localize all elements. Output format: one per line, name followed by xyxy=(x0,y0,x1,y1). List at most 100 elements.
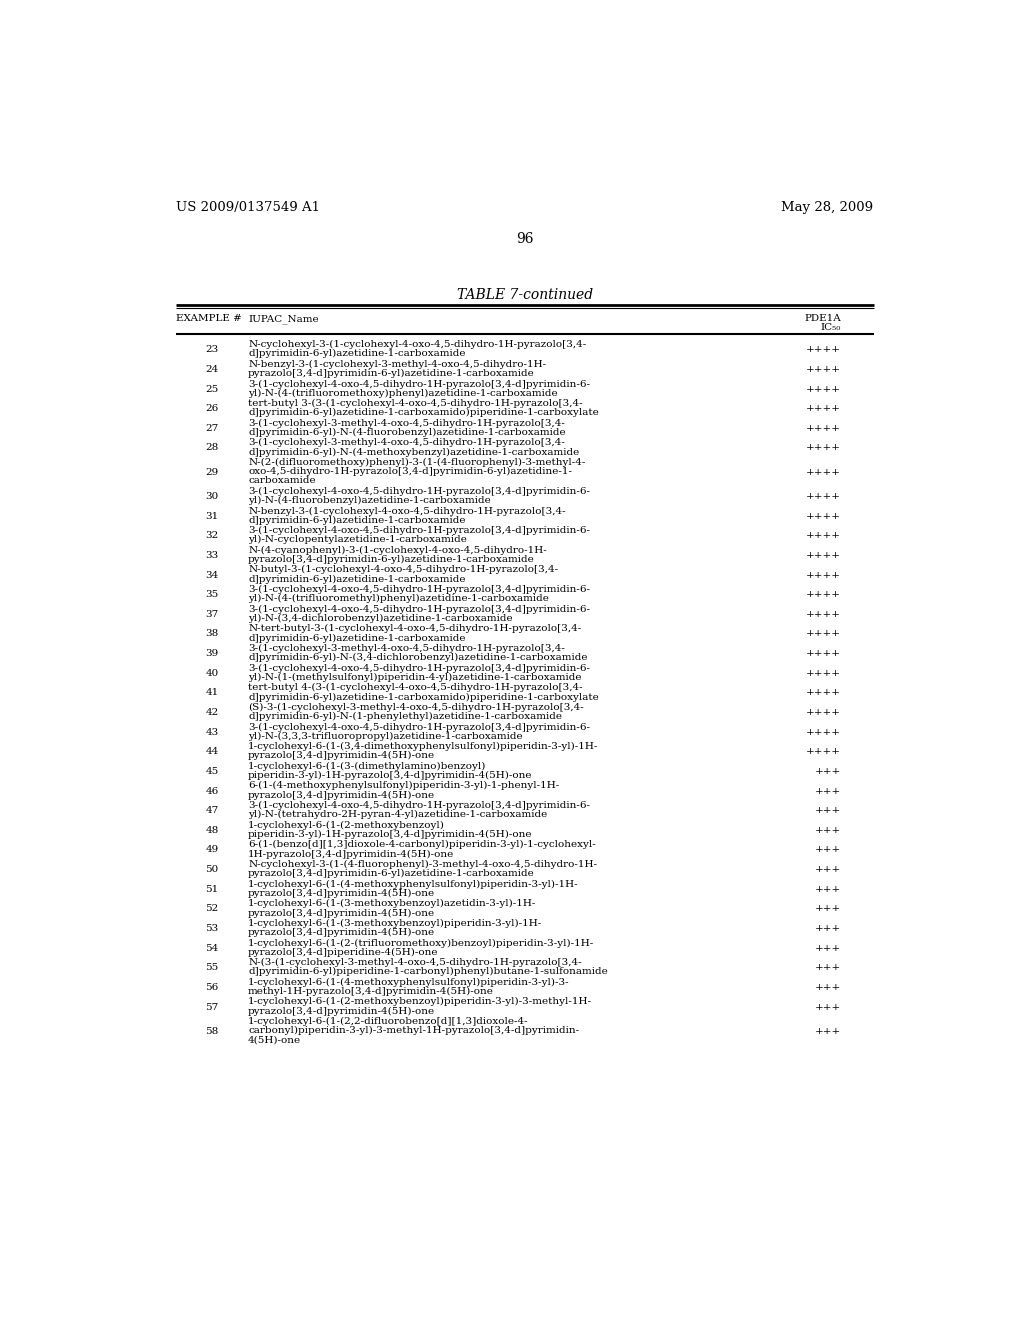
Text: +++: +++ xyxy=(815,787,841,796)
Text: +++: +++ xyxy=(815,845,841,854)
Text: 3-(1-cyclohexyl-4-oxo-4,5-dihydro-1H-pyrazolo[3,4-d]pyrimidin-6-: 3-(1-cyclohexyl-4-oxo-4,5-dihydro-1H-pyr… xyxy=(248,801,590,810)
Text: d]pyrimidin-6-yl)piperidine-1-carbonyl)phenyl)butane-1-sulfonamide: d]pyrimidin-6-yl)piperidine-1-carbonyl)p… xyxy=(248,968,608,977)
Text: +++: +++ xyxy=(815,944,841,953)
Text: ++++: ++++ xyxy=(806,610,841,619)
Text: ++++: ++++ xyxy=(806,669,841,677)
Text: 25: 25 xyxy=(206,384,219,393)
Text: yl)-N-cyclopentylazetidine-1-carboxamide: yl)-N-cyclopentylazetidine-1-carboxamide xyxy=(248,536,467,544)
Text: N-benzyl-3-(1-cyclohexyl-3-methyl-4-oxo-4,5-dihydro-1H-: N-benzyl-3-(1-cyclohexyl-3-methyl-4-oxo-… xyxy=(248,360,546,368)
Text: 1H-pyrazolo[3,4-d]pyrimidin-4(5H)-one: 1H-pyrazolo[3,4-d]pyrimidin-4(5H)-one xyxy=(248,850,455,858)
Text: 42: 42 xyxy=(206,708,219,717)
Text: 35: 35 xyxy=(206,590,219,599)
Text: 34: 34 xyxy=(206,570,219,579)
Text: oxo-4,5-dihydro-1H-pyrazolo[3,4-d]pyrimidin-6-yl)azetidine-1-: oxo-4,5-dihydro-1H-pyrazolo[3,4-d]pyrimi… xyxy=(248,467,572,477)
Text: ++++: ++++ xyxy=(806,346,841,354)
Text: 1-cyclohexyl-6-(1-(2,2-difluorobenzo[d][1,3]dioxole-4-: 1-cyclohexyl-6-(1-(2,2-difluorobenzo[d][… xyxy=(248,1016,528,1026)
Text: N-(4-cyanophenyl)-3-(1-cyclohexyl-4-oxo-4,5-dihydro-1H-: N-(4-cyanophenyl)-3-(1-cyclohexyl-4-oxo-… xyxy=(248,545,547,554)
Text: ++++: ++++ xyxy=(806,550,841,560)
Text: ++++: ++++ xyxy=(806,531,841,540)
Text: +++: +++ xyxy=(815,865,841,874)
Text: ++++: ++++ xyxy=(806,590,841,599)
Text: May 28, 2009: May 28, 2009 xyxy=(781,201,873,214)
Text: 96: 96 xyxy=(516,231,534,246)
Text: 24: 24 xyxy=(206,364,219,374)
Text: 50: 50 xyxy=(206,865,219,874)
Text: 33: 33 xyxy=(206,550,219,560)
Text: 48: 48 xyxy=(206,826,219,834)
Text: 52: 52 xyxy=(206,904,219,913)
Text: pyrazolo[3,4-d]piperidine-4(5H)-one: pyrazolo[3,4-d]piperidine-4(5H)-one xyxy=(248,948,438,957)
Text: +++: +++ xyxy=(815,767,841,776)
Text: 1-cyclohexyl-6-(1-(4-methoxyphenylsulfonyl)piperidin-3-yl)-1H-: 1-cyclohexyl-6-(1-(4-methoxyphenylsulfon… xyxy=(248,879,579,888)
Text: 40: 40 xyxy=(206,669,219,677)
Text: 30: 30 xyxy=(206,492,219,502)
Text: 3-(1-cyclohexyl-4-oxo-4,5-dihydro-1H-pyrazolo[3,4-d]pyrimidin-6-: 3-(1-cyclohexyl-4-oxo-4,5-dihydro-1H-pyr… xyxy=(248,722,590,731)
Text: +++: +++ xyxy=(815,964,841,973)
Text: 6-(1-(4-methoxyphenylsulfonyl)piperidin-3-yl)-1-phenyl-1H-: 6-(1-(4-methoxyphenylsulfonyl)piperidin-… xyxy=(248,781,559,791)
Text: pyrazolo[3,4-d]pyrimidin-4(5H)-one: pyrazolo[3,4-d]pyrimidin-4(5H)-one xyxy=(248,928,435,937)
Text: pyrazolo[3,4-d]pyrimidin-6-yl)azetidine-1-carboxamide: pyrazolo[3,4-d]pyrimidin-6-yl)azetidine-… xyxy=(248,869,535,878)
Text: ++++: ++++ xyxy=(806,570,841,579)
Text: 3-(1-cyclohexyl-4-oxo-4,5-dihydro-1H-pyrazolo[3,4-d]pyrimidin-6-: 3-(1-cyclohexyl-4-oxo-4,5-dihydro-1H-pyr… xyxy=(248,379,590,388)
Text: piperidin-3-yl)-1H-pyrazolo[3,4-d]pyrimidin-4(5H)-one: piperidin-3-yl)-1H-pyrazolo[3,4-d]pyrimi… xyxy=(248,771,532,780)
Text: 32: 32 xyxy=(206,531,219,540)
Text: ++++: ++++ xyxy=(806,688,841,697)
Text: ++++: ++++ xyxy=(806,424,841,433)
Text: N-cyclohexyl-3-(1-(4-fluorophenyl)-3-methyl-4-oxo-4,5-dihydro-1H-: N-cyclohexyl-3-(1-(4-fluorophenyl)-3-met… xyxy=(248,859,597,869)
Text: ++++: ++++ xyxy=(806,364,841,374)
Text: ++++: ++++ xyxy=(806,630,841,639)
Text: TABLE 7-continued: TABLE 7-continued xyxy=(457,288,593,302)
Text: +++: +++ xyxy=(815,826,841,834)
Text: 45: 45 xyxy=(206,767,219,776)
Text: 1-cyclohexyl-6-(1-(3-methoxybenzoyl)azetidin-3-yl)-1H-: 1-cyclohexyl-6-(1-(3-methoxybenzoyl)azet… xyxy=(248,899,537,908)
Text: carbonyl)piperidin-3-yl)-3-methyl-1H-pyrazolo[3,4-d]pyrimidin-: carbonyl)piperidin-3-yl)-3-methyl-1H-pyr… xyxy=(248,1026,580,1035)
Text: piperidin-3-yl)-1H-pyrazolo[3,4-d]pyrimidin-4(5H)-one: piperidin-3-yl)-1H-pyrazolo[3,4-d]pyrimi… xyxy=(248,830,532,840)
Text: 27: 27 xyxy=(206,424,219,433)
Text: pyrazolo[3,4-d]pyrimidin-4(5H)-one: pyrazolo[3,4-d]pyrimidin-4(5H)-one xyxy=(248,908,435,917)
Text: 51: 51 xyxy=(206,884,219,894)
Text: d]pyrimidin-6-yl)azetidine-1-carboxamide: d]pyrimidin-6-yl)azetidine-1-carboxamide xyxy=(248,574,466,583)
Text: 3-(1-cyclohexyl-4-oxo-4,5-dihydro-1H-pyrazolo[3,4-d]pyrimidin-6-: 3-(1-cyclohexyl-4-oxo-4,5-dihydro-1H-pyr… xyxy=(248,664,590,673)
Text: +++: +++ xyxy=(815,1002,841,1011)
Text: pyrazolo[3,4-d]pyrimidin-4(5H)-one: pyrazolo[3,4-d]pyrimidin-4(5H)-one xyxy=(248,888,435,898)
Text: yl)-N-(4-(trifluoromethyl)phenyl)azetidine-1-carboxamide: yl)-N-(4-(trifluoromethyl)phenyl)azetidi… xyxy=(248,594,549,603)
Text: yl)-N-(3,3,3-trifluoropropyl)azetidine-1-carboxamide: yl)-N-(3,3,3-trifluoropropyl)azetidine-1… xyxy=(248,731,522,741)
Text: yl)-N-(4-(trifluoromethoxy)phenyl)azetidine-1-carboxamide: yl)-N-(4-(trifluoromethoxy)phenyl)azetid… xyxy=(248,388,558,397)
Text: 1-cyclohexyl-6-(1-(4-methoxyphenylsulfonyl)piperidin-3-yl)-3-: 1-cyclohexyl-6-(1-(4-methoxyphenylsulfon… xyxy=(248,978,569,987)
Text: ++++: ++++ xyxy=(806,444,841,453)
Text: 3-(1-cyclohexyl-3-methyl-4-oxo-4,5-dihydro-1H-pyrazolo[3,4-: 3-(1-cyclohexyl-3-methyl-4-oxo-4,5-dihyd… xyxy=(248,644,565,653)
Text: ++++: ++++ xyxy=(806,404,841,413)
Text: 37: 37 xyxy=(206,610,219,619)
Text: pyrazolo[3,4-d]pyrimidin-6-yl)azetidine-1-carboxamide: pyrazolo[3,4-d]pyrimidin-6-yl)azetidine-… xyxy=(248,554,535,564)
Text: +++: +++ xyxy=(815,884,841,894)
Text: methyl-1H-pyrazolo[3,4-d]pyrimidin-4(5H)-one: methyl-1H-pyrazolo[3,4-d]pyrimidin-4(5H)… xyxy=(248,987,494,997)
Text: +++: +++ xyxy=(815,904,841,913)
Text: d]pyrimidin-6-yl)-N-(1-phenylethyl)azetidine-1-carboxamide: d]pyrimidin-6-yl)-N-(1-phenylethyl)azeti… xyxy=(248,711,562,721)
Text: ++++: ++++ xyxy=(806,492,841,502)
Text: 6-(1-(benzo[d][1,3]dioxole-4-carbonyl)piperidin-3-yl)-1-cyclohexyl-: 6-(1-(benzo[d][1,3]dioxole-4-carbonyl)pi… xyxy=(248,841,596,849)
Text: pyrazolo[3,4-d]pyrimidin-6-yl)azetidine-1-carboxamide: pyrazolo[3,4-d]pyrimidin-6-yl)azetidine-… xyxy=(248,370,535,378)
Text: N-tert-butyl-3-(1-cyclohexyl-4-oxo-4,5-dihydro-1H-pyrazolo[3,4-: N-tert-butyl-3-(1-cyclohexyl-4-oxo-4,5-d… xyxy=(248,624,582,634)
Text: 1-cyclohexyl-6-(1-(3-(dimethylamino)benzoyl): 1-cyclohexyl-6-(1-(3-(dimethylamino)benz… xyxy=(248,762,486,771)
Text: (S)-3-(1-cyclohexyl-3-methyl-4-oxo-4,5-dihydro-1H-pyrazolo[3,4-: (S)-3-(1-cyclohexyl-3-methyl-4-oxo-4,5-d… xyxy=(248,702,584,711)
Text: N-(2-(difluoromethoxy)phenyl)-3-(1-(4-fluorophenyl)-3-methyl-4-: N-(2-(difluoromethoxy)phenyl)-3-(1-(4-fl… xyxy=(248,458,586,467)
Text: 28: 28 xyxy=(206,444,219,453)
Text: 31: 31 xyxy=(206,512,219,520)
Text: ++++: ++++ xyxy=(806,649,841,659)
Text: 3-(1-cyclohexyl-4-oxo-4,5-dihydro-1H-pyrazolo[3,4-d]pyrimidin-6-: 3-(1-cyclohexyl-4-oxo-4,5-dihydro-1H-pyr… xyxy=(248,527,590,535)
Text: ++++: ++++ xyxy=(806,708,841,717)
Text: 1-cyclohexyl-6-(1-(2-methoxybenzoyl): 1-cyclohexyl-6-(1-(2-methoxybenzoyl) xyxy=(248,821,445,830)
Text: d]pyrimidin-6-yl)azetidine-1-carboxamido)piperidine-1-carboxylate: d]pyrimidin-6-yl)azetidine-1-carboxamido… xyxy=(248,408,599,417)
Text: IUPAC_Name: IUPAC_Name xyxy=(248,314,318,323)
Text: d]pyrimidin-6-yl)azetidine-1-carboxamide: d]pyrimidin-6-yl)azetidine-1-carboxamide xyxy=(248,516,466,525)
Text: 46: 46 xyxy=(206,787,219,796)
Text: yl)-N-(4-fluorobenzyl)azetidine-1-carboxamide: yl)-N-(4-fluorobenzyl)azetidine-1-carbox… xyxy=(248,496,490,506)
Text: 47: 47 xyxy=(206,807,219,816)
Text: 57: 57 xyxy=(206,1002,219,1011)
Text: +++: +++ xyxy=(815,1027,841,1036)
Text: +++: +++ xyxy=(815,807,841,816)
Text: PDE1A: PDE1A xyxy=(804,314,841,323)
Text: ++++: ++++ xyxy=(806,747,841,756)
Text: IC₅₀: IC₅₀ xyxy=(820,323,841,333)
Text: 1-cyclohexyl-6-(1-(3,4-dimethoxyphenylsulfonyl)piperidin-3-yl)-1H-: 1-cyclohexyl-6-(1-(3,4-dimethoxyphenylsu… xyxy=(248,742,598,751)
